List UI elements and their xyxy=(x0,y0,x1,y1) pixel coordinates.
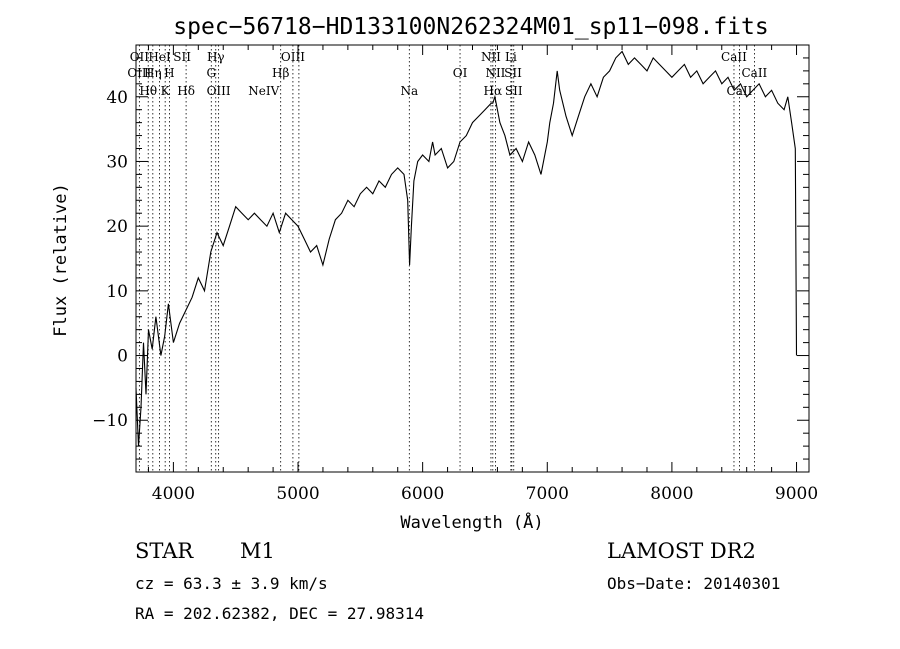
line-marker-label: SII xyxy=(173,50,191,64)
spectral-line-markers xyxy=(138,45,755,472)
line-marker-label: NeIV xyxy=(248,84,279,98)
x-tick-label: 8000 xyxy=(650,484,693,504)
survey-name: LAMOST DR2 xyxy=(607,539,756,563)
line-marker-label: OIII xyxy=(207,84,231,98)
line-marker-label: CaII xyxy=(721,50,747,64)
line-marker-label: OIII xyxy=(281,50,305,64)
line-marker-label: HeI xyxy=(148,50,171,64)
x-tick-label: 6000 xyxy=(401,484,444,504)
x-tick-label: 4000 xyxy=(152,484,195,504)
observation-date: Obs−Date: 20140301 xyxy=(607,574,780,593)
line-marker-label: Hδ xyxy=(177,84,195,98)
line-marker-label: NII xyxy=(481,50,501,64)
redshift-info: cz = 63.3 ± 3.9 km/s xyxy=(135,574,328,593)
x-axis-label: Wavelength (Å) xyxy=(400,511,543,533)
object-subclass: M1 xyxy=(240,539,275,563)
y-tick-label: 20 xyxy=(106,217,128,237)
line-marker-label: Li xyxy=(505,50,517,64)
plot-frame xyxy=(135,44,810,473)
line-marker-label: Hα xyxy=(484,84,503,98)
x-tick-label: 5000 xyxy=(276,484,319,504)
line-marker-label: K xyxy=(161,84,171,98)
line-marker-label: CaII xyxy=(741,66,767,80)
y-tick-label: 40 xyxy=(106,88,128,108)
y-tick-label: 0 xyxy=(117,347,128,367)
x-tick-label: 7000 xyxy=(526,484,569,504)
x-axis-ticks: 4000 5000 6000 7000 8000 9000 xyxy=(147,45,818,504)
line-marker-label: Hβ xyxy=(272,66,289,80)
line-marker-label: Hγ xyxy=(207,50,225,64)
line-marker-label: Hη xyxy=(144,66,162,80)
y-tick-label: 10 xyxy=(106,282,128,302)
line-marker-label: G xyxy=(206,66,216,80)
line-marker-label: CaII xyxy=(727,84,753,98)
line-marker-label: Na xyxy=(400,84,418,98)
line-marker-label: H xyxy=(164,66,174,80)
y-tick-label: 30 xyxy=(106,152,128,172)
line-marker-label: NII xyxy=(485,66,505,80)
coordinates: RA = 202.62382, DEC = 27.98314 xyxy=(135,604,424,623)
line-marker-label: Hθ xyxy=(139,84,157,98)
y-tick-label: −10 xyxy=(92,411,128,431)
line-marker-label: OI xyxy=(453,66,468,80)
y-axis-label: Flux (relative) xyxy=(51,183,71,337)
line-marker-label: OII xyxy=(130,50,150,64)
object-class: STAR xyxy=(135,539,194,563)
line-marker-label: SII xyxy=(504,66,522,80)
spectrum-series-line xyxy=(135,50,798,447)
y-axis-ticks: −10 0 10 20 30 40 xyxy=(92,57,809,460)
chart-title: spec−56718−HD133100N262324M01_sp11−098.f… xyxy=(173,14,768,40)
x-tick-label: 9000 xyxy=(775,484,818,504)
line-marker-label: OIII xyxy=(127,66,151,80)
line-marker-label: SII xyxy=(505,84,523,98)
